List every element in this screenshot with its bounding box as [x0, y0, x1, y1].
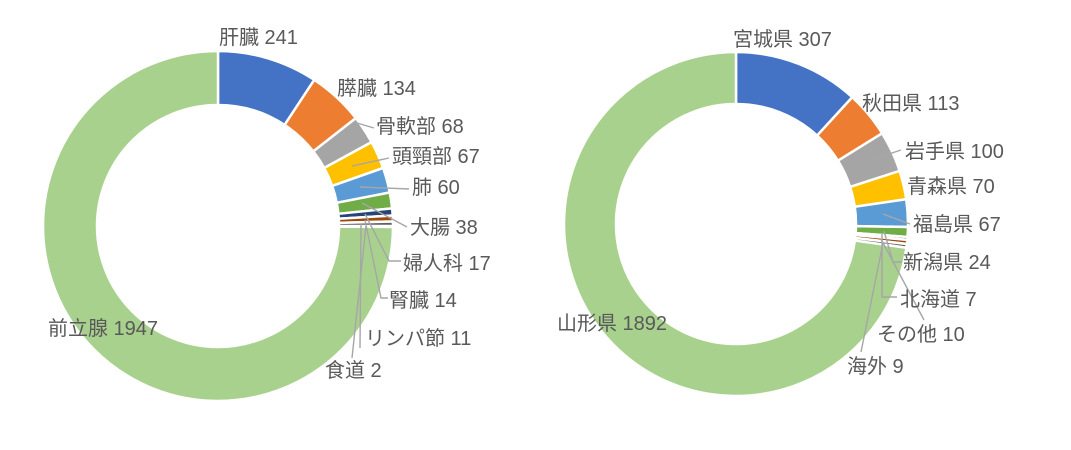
donut-1-leader-2 — [870, 149, 902, 161]
donut-1-label-8: 海外 9 — [847, 355, 904, 378]
donut-0-label-1: 膵臓 134 — [337, 77, 416, 100]
donut-1-label-6: 北海道 7 — [900, 288, 977, 311]
donut-1-leader-6 — [881, 234, 897, 298]
donut-0-label-2: 骨軟部 68 — [376, 115, 464, 138]
donut-0-label-8: リンパ節 11 — [365, 327, 471, 350]
donut-1-label-9: 山形県 1892 — [557, 312, 667, 335]
donut-0-label-6: 婦人科 17 — [403, 252, 491, 275]
donut-0-leader-2 — [356, 122, 375, 129]
donut-0-label-9: 食道 2 — [325, 359, 382, 382]
donut-0-leader-9 — [351, 225, 367, 359]
donut-0-leader-4 — [359, 186, 410, 190]
donut-0-label-3: 頭頸部 67 — [392, 145, 480, 168]
donut-0-leader-3 — [351, 157, 390, 167]
donut-1-leader-8 — [860, 242, 884, 353]
donut-0-leader-5 — [361, 202, 408, 228]
donut-1-leader-7 — [880, 238, 925, 321]
donut-1-label-5: 新潟県 24 — [903, 251, 991, 274]
donut-0-leader-6 — [364, 213, 401, 262]
donut-0-label-0: 肝臓 241 — [219, 26, 298, 49]
donut-1-label-3: 青森県 70 — [907, 175, 995, 198]
donut-chart-1: 宮城県 307 秋田県 113 岩手県 100 青森県 70 福島県 67 新潟県 24 北… — [557, 28, 1004, 398]
donut-0-label-4: 肺 60 — [412, 177, 460, 199]
donut-0-slice-10 — [41, 49, 395, 403]
donut-1-label-0: 宮城県 307 — [733, 28, 832, 51]
donut-0-label-7: 腎臓 14 — [389, 289, 457, 312]
donut-1-leader-4 — [882, 213, 911, 225]
donut-0-leader-7 — [364, 219, 388, 299]
donut-0-leader-8 — [359, 223, 362, 349]
donut-1-label-2: 岩手県 100 — [905, 140, 1004, 163]
donut-chart-0: 肝臓 241 膵臓 134 骨軟部 68 頭頸部 67 肺 60 大腸 38 婦人科 17 腎… — [41, 26, 491, 403]
donut-1-slice-9 — [562, 50, 908, 398]
donut-1-label-1: 秋田県 113 — [862, 92, 959, 115]
donut-0-label-5: 大腸 38 — [410, 216, 478, 239]
donut-0-label-10: 前立腺 1947 — [48, 317, 158, 340]
donut-1-label-7: その他 10 — [877, 323, 965, 346]
donut-1-label-4: 福島県 67 — [913, 213, 1001, 236]
